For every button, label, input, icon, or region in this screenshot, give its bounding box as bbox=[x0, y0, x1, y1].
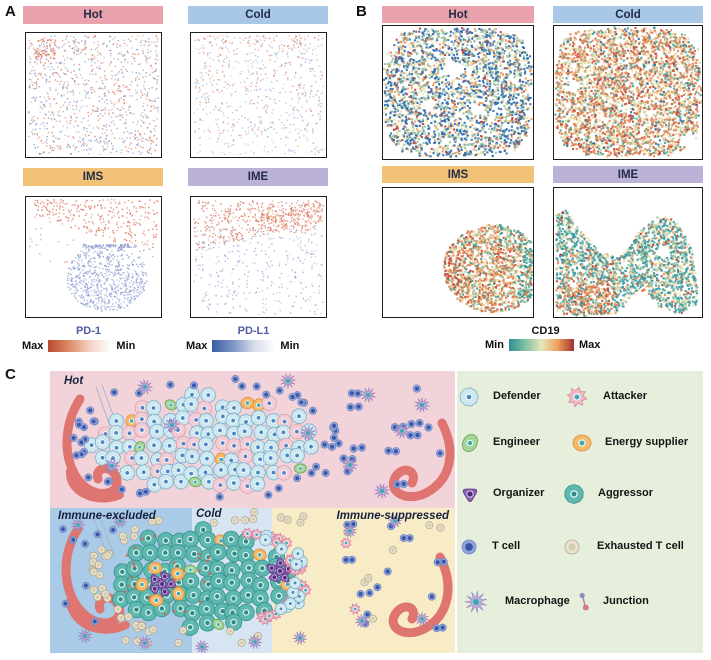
defender-icon bbox=[459, 387, 479, 407]
panel-b-ims-header: IMS bbox=[382, 166, 534, 183]
legend-label-engineer: Engineer bbox=[493, 436, 541, 448]
pd1-colorbar bbox=[48, 340, 112, 352]
cd19-colorbar-title: CD19 bbox=[531, 325, 560, 337]
panel-a-hot-plot bbox=[25, 32, 162, 158]
pd1-min-label: Min bbox=[116, 340, 136, 352]
panel-a-cold-plot bbox=[190, 32, 327, 158]
legend-label-t-cell: T cell bbox=[492, 540, 521, 552]
junction-icon bbox=[579, 592, 589, 611]
schematic-drawing bbox=[50, 371, 455, 655]
pdl1-colorbar-title: PD-L1 bbox=[237, 325, 270, 337]
panel-b-hot-plot bbox=[382, 25, 534, 160]
legend-item-macrophage bbox=[462, 588, 490, 621]
cd19-colorbar bbox=[508, 339, 574, 351]
legend-item-engineer bbox=[456, 429, 484, 462]
legend-label-exhausted-t-cell: Exhausted T cell bbox=[597, 540, 684, 552]
cold-zone-label: Cold bbox=[196, 508, 222, 520]
legend-item-attacker bbox=[563, 383, 591, 416]
legend-label-junction: Junction bbox=[603, 595, 649, 607]
pd1-colorbar-row: Max Min bbox=[22, 340, 135, 352]
cd19-max-label: Max bbox=[578, 339, 601, 351]
legend-label-energy-supplier: Energy supplier bbox=[605, 436, 689, 448]
panel-b-label: B bbox=[356, 3, 367, 20]
pd1-colorbar-title: PD-1 bbox=[75, 325, 102, 337]
immune-excluded-zone-label: Immune-excluded bbox=[58, 510, 156, 522]
exhausted-t-cell-icon bbox=[564, 539, 580, 555]
panel-a-label: A bbox=[5, 3, 16, 20]
macrophage-icon bbox=[464, 590, 487, 614]
panel-a-cold-header: Cold bbox=[188, 6, 328, 24]
legend-item-aggressor bbox=[560, 480, 588, 513]
panel-b-cold-plot bbox=[553, 25, 703, 160]
legend-item-defender bbox=[455, 383, 483, 416]
panel-a-ims-header: IMS bbox=[23, 168, 163, 186]
t-cell-icon bbox=[461, 539, 477, 555]
panel-b-ime-header: IME bbox=[553, 166, 703, 183]
panel-b-ims-plot bbox=[382, 187, 534, 318]
pdl1-colorbar bbox=[212, 340, 276, 352]
hot-zone-label: Hot bbox=[64, 375, 84, 387]
panel-a-ime-plot bbox=[190, 196, 327, 318]
panel-a-ime-header: IME bbox=[188, 168, 328, 186]
cell-type-legend: Defender Attacker Engineer Energy supplier O… bbox=[457, 371, 703, 653]
legend-item-energy-supplier bbox=[568, 429, 596, 462]
immune-suppressed-zone-label: Immune-suppressed bbox=[336, 510, 449, 522]
cd19-min-label: Min bbox=[485, 339, 504, 351]
pd1-max-label: Max bbox=[22, 340, 44, 352]
pdl1-max-label: Max bbox=[186, 340, 208, 352]
energy-supplier-icon bbox=[572, 434, 592, 452]
panel-b-hot-header: Hot bbox=[382, 6, 534, 23]
legend-label-attacker: Attacker bbox=[603, 390, 648, 402]
legend-item-organizer bbox=[456, 480, 484, 513]
tumor-microenvironment-schematic bbox=[50, 371, 455, 655]
legend-item-junction bbox=[570, 588, 598, 621]
organizer-icon bbox=[462, 488, 478, 503]
panel-b-cold-header: Cold bbox=[553, 6, 703, 23]
panel-a-hot-header: Hot bbox=[23, 6, 163, 24]
legend-label-macrophage: Macrophage bbox=[505, 595, 570, 607]
legend-label-aggressor: Aggressor bbox=[598, 487, 654, 499]
panel-a-ims-plot bbox=[25, 196, 162, 318]
legend-label-defender: Defender bbox=[493, 390, 541, 402]
legend-item-t-cell bbox=[455, 533, 483, 566]
panel-c-label: C bbox=[5, 366, 16, 383]
pdl1-min-label: Min bbox=[280, 340, 300, 352]
legend-label-organizer: Organizer bbox=[493, 487, 545, 499]
panel-b-ime-plot bbox=[553, 187, 703, 318]
aggressor-icon bbox=[564, 484, 584, 504]
attacker-icon bbox=[566, 386, 588, 408]
cd19-colorbar-row: Min Max bbox=[485, 339, 600, 351]
legend-item-exhausted-t-cell bbox=[558, 533, 586, 566]
pdl1-colorbar-row: Max Min bbox=[186, 340, 299, 352]
engineer-icon bbox=[462, 433, 478, 453]
